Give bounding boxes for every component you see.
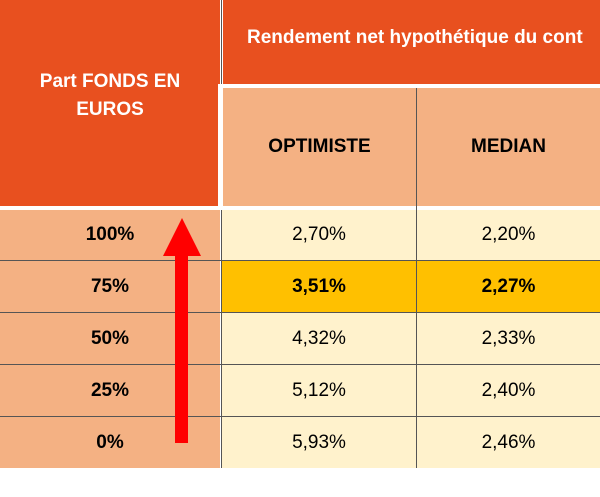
median-label: MEDIAN xyxy=(471,136,546,157)
white-border xyxy=(0,206,222,210)
column-header-optimiste: OPTIMISTE xyxy=(223,88,416,206)
median-value: 2,20% xyxy=(481,224,536,245)
median-value: 2,27% xyxy=(481,275,536,297)
optimiste-cell: 5,93% xyxy=(222,417,416,468)
optimiste-value: 5,93% xyxy=(292,431,346,453)
part-value: 25% xyxy=(90,379,130,401)
grid-line xyxy=(0,312,600,313)
optimiste-value: 5,12% xyxy=(292,379,346,401)
median-value: 2,33% xyxy=(481,327,536,349)
optimiste-value: 3,51% xyxy=(292,275,346,297)
header-part-fonds-euros: Part FONDS EN EUROS xyxy=(0,0,220,208)
median-cell: 2,33% xyxy=(417,313,600,364)
grid-line xyxy=(221,0,222,468)
grid-line xyxy=(0,364,600,365)
grid-line xyxy=(0,416,600,417)
part-value: 50% xyxy=(90,327,130,349)
optimiste-value: 2,70% xyxy=(292,224,346,245)
part-value: 0% xyxy=(96,431,124,453)
up-arrow-shaft xyxy=(175,254,188,443)
optimiste-cell: 2,70% xyxy=(222,210,416,260)
median-cell-highlighted: 2,27% xyxy=(417,261,600,312)
optimiste-cell: 4,32% xyxy=(222,313,416,364)
grid-line xyxy=(0,260,600,261)
median-value: 2,40% xyxy=(481,379,536,401)
median-value: 2,46% xyxy=(481,431,536,453)
up-arrow-head xyxy=(163,218,201,256)
median-cell: 2,40% xyxy=(417,365,600,416)
white-border xyxy=(218,84,222,210)
column-header-median: MEDIAN xyxy=(417,88,600,206)
median-cell: 2,46% xyxy=(417,417,600,468)
grid-line xyxy=(416,88,417,468)
part-value: 100% xyxy=(85,224,135,245)
header-rendement-label: Rendement net hypothétique du cont xyxy=(247,26,583,48)
white-border xyxy=(218,84,600,88)
optimiste-cell-highlighted: 3,51% xyxy=(222,261,416,312)
header-part-label: Part FONDS EN EUROS xyxy=(39,71,181,120)
part-value: 75% xyxy=(90,275,130,297)
header-rendement: Rendement net hypothétique du cont xyxy=(223,0,600,85)
optimiste-value: 4,32% xyxy=(292,327,346,349)
optimiste-label: OPTIMISTE xyxy=(268,136,371,157)
median-cell: 2,20% xyxy=(417,210,600,260)
optimiste-cell: 5,12% xyxy=(222,365,416,416)
